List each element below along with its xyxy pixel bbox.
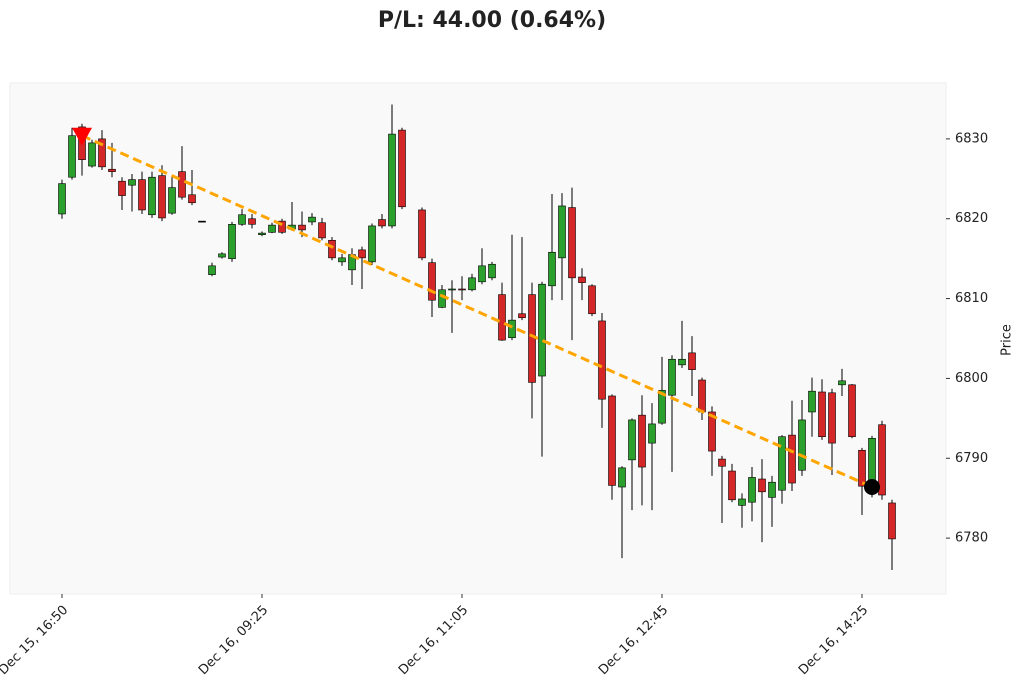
y-tick-label: 6820 xyxy=(955,211,988,226)
candle-body xyxy=(838,380,846,386)
candle-body xyxy=(428,262,436,301)
candle-body xyxy=(548,251,556,287)
candle-body xyxy=(828,392,836,444)
candle-body xyxy=(688,352,696,370)
candle-body xyxy=(788,434,796,484)
candle-body xyxy=(378,219,386,227)
candle-body xyxy=(118,180,126,196)
candle-body xyxy=(168,187,176,214)
candle-body xyxy=(768,481,776,498)
candle-body xyxy=(318,222,326,239)
candle-body xyxy=(148,176,156,216)
x-tick-label: Dec 15, 16:50 xyxy=(0,603,71,678)
candle-body xyxy=(718,458,726,467)
candle-body xyxy=(138,179,146,211)
candle-body xyxy=(448,288,456,291)
candle-body xyxy=(638,414,646,468)
candle-body xyxy=(218,253,226,258)
candle-body xyxy=(358,249,366,259)
candle-body xyxy=(208,265,216,275)
candle-body xyxy=(858,449,866,487)
candle-body xyxy=(808,390,816,413)
y-axis-label: Price xyxy=(1000,324,1015,356)
y-tick-label: 6800 xyxy=(955,371,988,386)
candle-body xyxy=(798,419,806,471)
candle-body xyxy=(748,477,756,503)
candle-body xyxy=(518,313,526,319)
candle-body xyxy=(258,232,266,236)
candle-body xyxy=(708,411,716,452)
candle-body xyxy=(568,207,576,279)
candle-body xyxy=(248,218,256,225)
candle-body xyxy=(438,289,446,308)
candle-body xyxy=(198,220,206,223)
x-tick-label: Dec 16, 14:25 xyxy=(796,603,871,678)
candle-body xyxy=(758,478,766,493)
candle-body xyxy=(678,358,686,366)
candle-body xyxy=(458,288,466,291)
candle-body xyxy=(608,395,616,486)
y-tick-label: 6790 xyxy=(955,451,988,466)
candle-body xyxy=(68,135,76,178)
y-tick-label: 6830 xyxy=(955,131,988,146)
candle-body xyxy=(338,257,346,263)
candle-body xyxy=(178,171,186,198)
candle-body xyxy=(188,194,196,204)
candle-body xyxy=(658,390,666,424)
chart-title: P/L: 44.00 (0.64%) xyxy=(378,8,606,33)
candle-body xyxy=(738,498,746,506)
entry-marker xyxy=(72,127,92,146)
candle-body xyxy=(848,384,856,438)
y-tick-label: 6780 xyxy=(955,531,988,546)
candle-body xyxy=(728,470,736,501)
candle-body xyxy=(98,138,106,168)
candle-body xyxy=(268,224,276,233)
candle-body xyxy=(418,209,426,259)
candle-body xyxy=(228,224,236,259)
candle-body xyxy=(308,216,316,223)
candle-body xyxy=(538,283,546,377)
candle-body xyxy=(298,224,306,231)
x-tick-label: Dec 16, 09:25 xyxy=(196,603,271,678)
candle-body xyxy=(488,263,496,279)
candle-body xyxy=(328,239,336,259)
candle-body xyxy=(578,276,586,283)
candle-body xyxy=(618,467,626,488)
candle-body xyxy=(698,379,706,413)
y-tick-label: 6810 xyxy=(955,291,988,306)
candle-body xyxy=(588,285,596,315)
candle-body xyxy=(108,168,116,172)
candle-body xyxy=(648,423,656,444)
candle-body xyxy=(818,391,826,438)
candle-body xyxy=(878,424,886,496)
candle-body xyxy=(498,294,506,341)
exit-marker xyxy=(864,479,880,496)
candle-body xyxy=(388,133,396,227)
candle-body xyxy=(58,183,66,215)
candle-body xyxy=(478,265,486,283)
candle-body xyxy=(158,175,166,219)
x-tick-label: Dec 16, 12:45 xyxy=(596,603,671,678)
candle-body xyxy=(88,142,96,167)
candle-body xyxy=(668,358,676,396)
trade-line xyxy=(81,134,873,489)
candle-body xyxy=(598,320,606,400)
candle-body xyxy=(888,502,896,540)
plot-area xyxy=(9,82,947,595)
candle-body xyxy=(868,438,876,485)
candle-body xyxy=(238,214,246,225)
candle-body xyxy=(398,129,406,208)
x-tick-label: Dec 16, 11:05 xyxy=(396,603,471,678)
candle-body xyxy=(778,436,786,491)
candle-body xyxy=(468,277,476,291)
candle-body xyxy=(368,225,376,263)
candle-body xyxy=(128,179,136,186)
candle-body xyxy=(628,419,636,461)
candle-body xyxy=(278,220,286,233)
candle-body xyxy=(508,319,516,339)
candle-body xyxy=(558,205,566,259)
